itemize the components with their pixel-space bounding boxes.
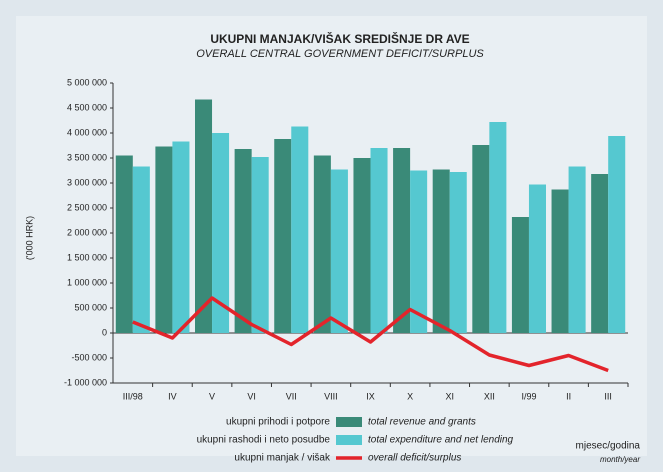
legend-label: total revenue and grants — [368, 417, 476, 428]
chart-subtitle: OVERALL CENTRAL GOVERNMENT DEFICIT/SURPL… — [196, 48, 484, 60]
x-tick-label: VIII — [324, 391, 338, 401]
bar — [234, 149, 252, 333]
bar — [155, 146, 173, 333]
y-tick-label: 5 000 000 — [67, 77, 107, 87]
x-tick-label: VI — [247, 391, 256, 401]
y-tick-label: 1 000 000 — [67, 277, 107, 287]
x-tick-label: IX — [366, 391, 375, 401]
bar — [172, 141, 190, 333]
bar — [195, 99, 213, 333]
bar — [132, 166, 150, 333]
bar — [330, 169, 348, 333]
bar — [291, 126, 309, 333]
x-tick-label: X — [407, 391, 413, 401]
x-tick-label: XI — [445, 391, 454, 401]
legend-label-local: ukupni rashodi i neto posudbe — [197, 435, 331, 446]
bar — [353, 158, 371, 333]
chart-title: UKUPNI MANJAK/VIŠAK SREDIŠNJE DR AVE — [210, 31, 469, 46]
bar — [591, 174, 609, 333]
legend-label: overall deficit/surplus — [368, 453, 461, 464]
x-tick-label: IV — [168, 391, 177, 401]
y-tick-label: 4 000 000 — [67, 127, 107, 137]
bar — [511, 217, 529, 333]
x-axis-label: mjesec/godina — [576, 441, 641, 452]
bar — [313, 155, 331, 333]
bar — [274, 139, 292, 333]
bar — [370, 148, 388, 333]
bar — [449, 172, 467, 333]
x-tick-label: II — [566, 391, 571, 401]
x-tick-label: XII — [484, 391, 495, 401]
y-tick-label: 3 000 000 — [67, 177, 107, 187]
legend-label: total expenditure and net lending — [368, 435, 514, 446]
line — [132, 296, 609, 373]
bar — [251, 157, 269, 333]
legend-swatch — [336, 435, 362, 445]
legend-label-local: ukupni manjak / višak — [234, 453, 331, 464]
bar — [393, 148, 411, 333]
y-tick-label: 1 500 000 — [67, 252, 107, 262]
bar — [212, 133, 230, 333]
x-tick-label: VII — [286, 391, 297, 401]
y-tick-label: 500 000 — [74, 302, 107, 312]
bar — [432, 169, 450, 333]
bar — [115, 155, 133, 333]
x-tick-label: III/98 — [123, 391, 143, 401]
x-tick-label: III — [604, 391, 612, 401]
bar — [472, 145, 490, 333]
x-axis-label-en: month/year — [600, 455, 640, 464]
y-tick-label: 0 — [102, 327, 107, 337]
bar — [528, 184, 546, 333]
y-tick-label: 2 500 000 — [67, 202, 107, 212]
legend-swatch — [336, 417, 362, 427]
bar — [410, 170, 428, 333]
x-tick-label: I/99 — [521, 391, 536, 401]
y-axis-label: ('000 HRK) — [24, 216, 34, 260]
y-tick-label: 3 500 000 — [67, 152, 107, 162]
y-tick-label: 2 000 000 — [67, 227, 107, 237]
y-tick-label: -1 000 000 — [64, 377, 107, 387]
legend-label-local: ukupni prihodi i potpore — [226, 417, 330, 428]
bar — [489, 122, 507, 333]
x-tick-label: V — [209, 391, 215, 401]
bar — [551, 189, 569, 333]
bar — [568, 166, 586, 333]
y-tick-label: -500 000 — [71, 352, 107, 362]
bar — [608, 136, 626, 333]
y-tick-label: 4 500 000 — [67, 102, 107, 112]
